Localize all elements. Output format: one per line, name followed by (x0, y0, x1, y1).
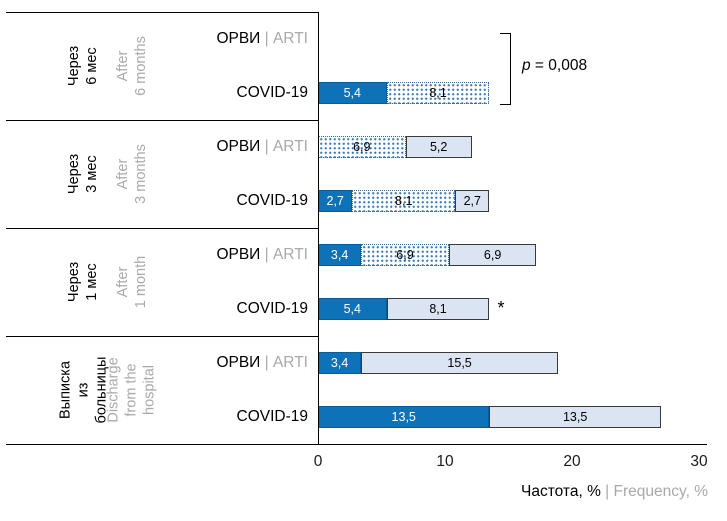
category-label: COVID-19 (150, 406, 309, 428)
bar-segment-light: 8,1 (386, 298, 490, 320)
group-label-ru: Через 3 мес (58, 120, 108, 228)
group-separator-line (6, 120, 318, 121)
group-label-ru-text: Выписка из больницы (57, 356, 109, 424)
x-axis-line (6, 444, 707, 445)
x-axis-title-en: | Frequency, % (600, 483, 708, 500)
category-label: COVID-19 (150, 82, 309, 104)
category-label: COVID-19 (150, 190, 309, 212)
bar-value-label: 3,4 (330, 248, 349, 262)
category-label-primary: COVID-19 (236, 84, 309, 101)
bar-segment-solid: 3,4 (318, 352, 362, 374)
bar-value-label: 5,2 (429, 140, 448, 154)
group-label-en-text: After 6 months (115, 36, 149, 96)
x-axis-title: Частота, % | Frequency, % (521, 483, 708, 501)
p-value-annotation: p = 0,008 (522, 57, 587, 75)
x-tick-label: 0 (313, 453, 323, 470)
bar-segment-solid: 2,7 (318, 190, 353, 212)
x-tick-label: 30 (690, 453, 708, 470)
p-value-symbol: p (522, 57, 531, 74)
bar-value-label: 8,1 (429, 86, 447, 100)
bar-value-label: 8,1 (429, 302, 447, 316)
bar-value-label: 6,9 (396, 248, 414, 262)
bar-segment-solid: 5,4 (318, 82, 387, 104)
bar-value-label: 5,4 (343, 86, 361, 100)
bar-value-label: 15,5 (447, 356, 472, 370)
category-label-secondary: | ARTI (260, 138, 308, 155)
category-label-secondary: | ARTI (260, 246, 308, 263)
p-value-text: = 0,008 (530, 57, 588, 74)
category-label-secondary: | ARTI (260, 30, 308, 47)
category-label-primary: ОРВИ (216, 354, 261, 371)
bar-value-label: 2,7 (463, 194, 481, 208)
significance-bracket (500, 33, 511, 105)
bar-segment-light: 15,5 (361, 352, 559, 374)
bar-value-label: 5,4 (343, 302, 361, 316)
asterisk-marker: * (497, 298, 505, 318)
bar-value-label: 13,5 (562, 410, 588, 424)
bar-segment-dotted: 8,1 (386, 82, 490, 104)
group-label-ru-text: Через 3 мес (66, 153, 100, 195)
group-separator-line (6, 336, 318, 337)
bar-segment-light: 13,5 (489, 406, 661, 428)
category-label: ОРВИ | ARTI (150, 352, 308, 374)
bar-value-label: 3,4 (330, 356, 349, 370)
bar-segment-solid: 5,4 (318, 298, 387, 320)
group-label-ru: Выписка из больницы (57, 336, 109, 444)
category-label: ОРВИ | ARTI (150, 244, 308, 266)
x-tick-label: 20 (563, 453, 581, 470)
bar-value-label: 2,7 (326, 194, 344, 208)
bar-segment-light: 5,2 (405, 136, 472, 158)
x-tick-label: 10 (436, 453, 454, 470)
bar-value-label: 6,9 (353, 140, 371, 154)
group-label-ru-text: Через 1 мес (66, 261, 100, 303)
bar-segment-light: 6,9 (448, 244, 537, 266)
category-label: COVID-19 (150, 298, 309, 320)
bar-segment-light: 2,7 (455, 190, 490, 212)
category-label-primary: ОРВИ (216, 138, 261, 155)
category-label-primary: COVID-19 (236, 408, 309, 425)
group-label-en-text: After 1 month (115, 255, 149, 309)
group-separator-line (6, 228, 318, 229)
category-label-secondary: | ARTI (260, 354, 308, 371)
bar-value-label: 13,5 (391, 410, 416, 424)
group-label-ru: Через 1 мес (58, 228, 108, 336)
category-label-primary: ОРВИ (216, 246, 261, 263)
category-label-primary: COVID-19 (236, 300, 309, 317)
bar-segment-dotted: 8,1 (352, 190, 456, 212)
group-separator-line (6, 12, 318, 13)
bar-segment-dotted: 6,9 (361, 244, 449, 266)
group-label-en-text: After 3 months (115, 144, 149, 204)
category-label-primary: ОРВИ (216, 30, 261, 47)
group-label-ru-text: Через 6 мес (66, 45, 100, 87)
bar-segment-dotted: 6,9 (318, 136, 406, 158)
category-label-primary: COVID-19 (236, 192, 309, 209)
bar-segment-solid: 3,4 (318, 244, 362, 266)
x-axis-title-ru: Частота, % (521, 483, 601, 500)
bar-value-label: 8,1 (395, 194, 413, 208)
category-label: ОРВИ | ARTI (150, 28, 308, 50)
group-label-ru: Через 6 мес (58, 12, 108, 120)
category-label: ОРВИ | ARTI (150, 136, 308, 158)
y-axis-line (318, 12, 319, 444)
bar-segment-solid: 13,5 (318, 406, 490, 428)
bar-value-label: 6,9 (483, 248, 502, 262)
